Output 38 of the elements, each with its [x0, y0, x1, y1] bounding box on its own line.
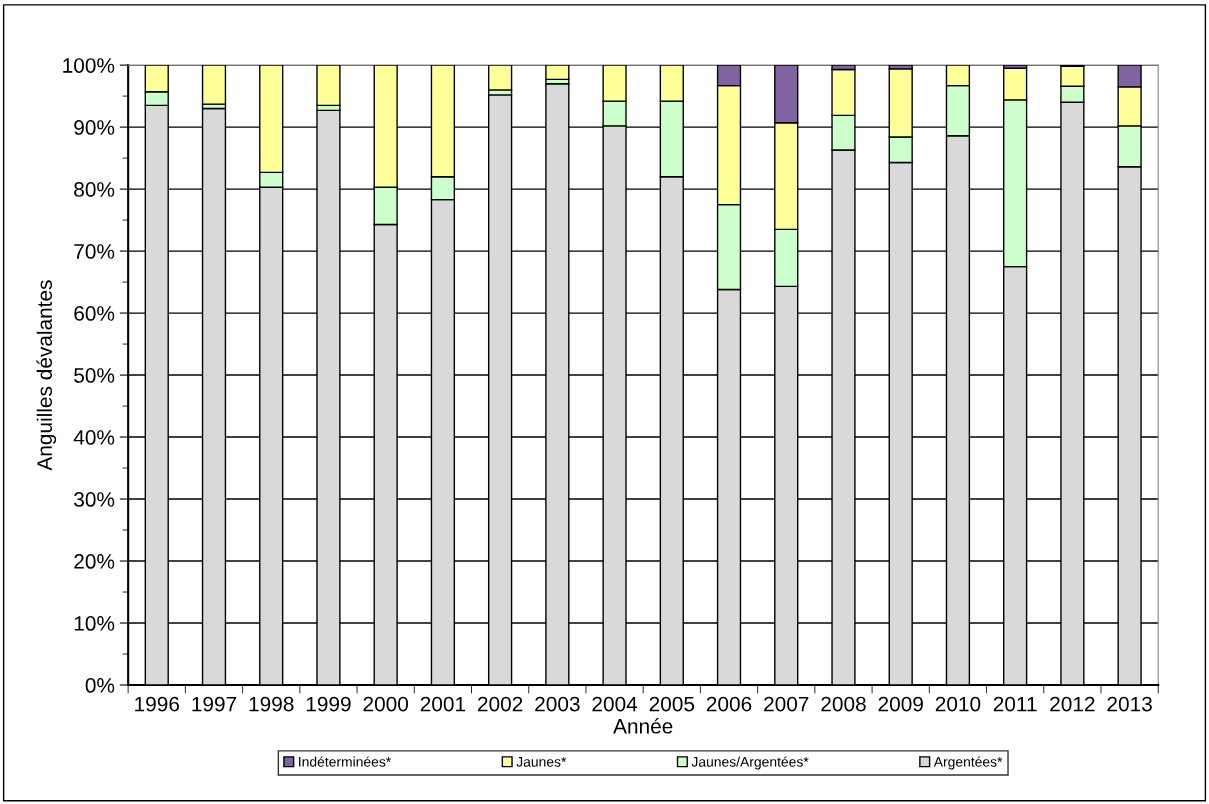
- x-tick-label: 2009: [878, 696, 923, 712]
- y-tick-label: 30%: [74, 492, 115, 507]
- x-tick-label: 2008: [821, 696, 866, 712]
- x-tick-label: 2004: [592, 696, 638, 712]
- x-tick-label: 2005: [649, 696, 695, 712]
- x-tick-label: 2003: [535, 696, 580, 712]
- legend-label: Jaunes/Argentées*: [691, 756, 809, 770]
- y-tick-label: 10%: [74, 616, 115, 631]
- bar: [545, 65, 570, 81]
- legend-label: Argentées*: [933, 756, 1003, 770]
- y-tick-label: 60%: [74, 306, 115, 321]
- bar: [316, 65, 341, 107]
- y-tick-label: 40%: [73, 430, 115, 445]
- y-tick-label: 50%: [74, 368, 115, 383]
- x-tick-label: 2012: [1050, 696, 1095, 712]
- y-axis-title: Anguilles dévalantes: [36, 280, 57, 471]
- legend-label: Indéterminées*: [299, 756, 391, 767]
- x-tick-label: 1998: [249, 696, 294, 712]
- y-tick-label: 20%: [74, 554, 115, 569]
- y-tick-label: 70%: [74, 244, 115, 259]
- legend-label: Jaunes*: [516, 757, 567, 767]
- y-tick-label: 0%: [85, 678, 115, 693]
- x-tick-label: 2011: [993, 696, 1037, 712]
- y-tick-label: 90%: [74, 120, 115, 135]
- x-tick-label: 2000: [363, 696, 409, 712]
- x-tick-label: 1999: [306, 696, 351, 712]
- x-tick-label: 2002: [478, 696, 523, 712]
- bar: [201, 65, 227, 105]
- x-tick-label: 1996: [135, 696, 180, 712]
- x-tick-label: 2001: [420, 696, 466, 712]
- x-tick-label: 2013: [1107, 696, 1152, 712]
- y-tick-label: 100%: [63, 58, 115, 73]
- x-tick-label: 1997: [192, 696, 237, 712]
- x-tick-label: 2007: [764, 696, 809, 712]
- y-tick-label: 80%: [74, 182, 115, 197]
- x-tick-label: 2010: [935, 696, 981, 712]
- x-tick-label: 2006: [706, 696, 752, 712]
- x-axis-title: Année: [613, 718, 673, 734]
